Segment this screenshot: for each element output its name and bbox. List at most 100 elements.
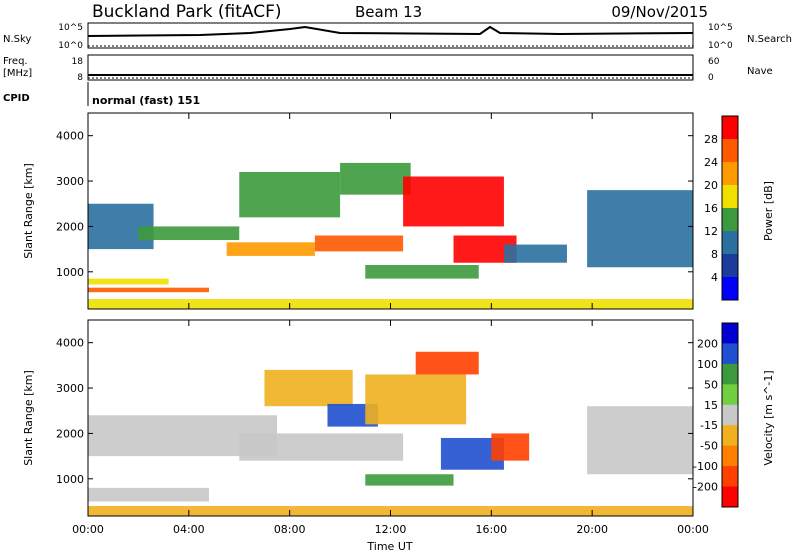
x-tick-label: 00:00 [677,523,709,536]
echo-region [365,474,454,486]
colorbar-swatch [722,486,738,508]
freq-strip: Freq. [MHz] 18 8 Nave 60 0 [3,54,773,83]
colorbar-tick-label: 100 [697,358,718,371]
power-colorbar: 28 24 20 16 12 8 4 [704,115,739,301]
echo-region [314,235,404,252]
colorbar-swatch [722,277,738,301]
colorbar-swatch [722,254,738,278]
echo-region [415,351,479,375]
colorbar-tick-label: 15 [704,399,718,412]
colorbar-tick-label: 28 [704,133,718,146]
nsky-label: N.Sky [3,34,31,45]
echo-region [403,176,504,227]
velocity-colorbar-label: Velocity [m s^-1] [762,370,775,465]
velocity-yticks: 1000 2000 3000 4000 [56,337,693,486]
nave-label: Nave [747,66,773,77]
y-tick-label: 3000 [56,382,84,395]
power-cells [88,162,693,309]
freq-label: Freq. [3,56,28,67]
echo-region [587,190,693,268]
colorbar-swatch [722,116,738,140]
echo-region [340,162,411,195]
colorbar-tick-label: 12 [704,225,718,238]
nsearch-label: N.Search [747,34,792,45]
colorbar-swatch [722,425,738,447]
colorbar-swatch [722,445,738,467]
colorbar-swatch [722,323,738,344]
x-tick-label: 12:00 [375,523,407,536]
colorbar-tick-label: 50 [704,378,718,391]
echo-region [587,406,693,475]
colorbar-tick-label: -50 [700,440,718,453]
date-label: 09/Nov/2015 [611,3,708,21]
y-tick-label: 4000 [56,130,84,143]
beam-label: Beam 13 [355,3,422,21]
y-tick-label: 1000 [56,473,84,486]
cpid-value: normal (fast) 151 [92,94,200,107]
velocity-colorbar: 200 100 50 15 -15 -50 -100 -200 [693,322,739,508]
power-yticks: 1000 2000 3000 4000 [56,130,693,279]
x-tick-label: 20:00 [576,523,608,536]
colorbar-swatch [722,384,738,406]
velocity-ylabel: Slant Range [km] [22,370,35,466]
y-tick-label: 2000 [56,427,84,440]
colorbar-swatch [722,404,738,426]
colorbar-swatch [722,162,738,186]
velocity-xticks: 00:00 04:00 08:00 12:00 16:00 20:00 00:00 [72,320,709,536]
echo-region [365,264,479,279]
power-ylabel: Slant Range [km] [22,163,35,259]
freq-tick-top: 18 [72,57,84,67]
cpid-label: CPID [3,93,30,104]
echo-region [365,374,467,425]
colorbar-swatch [722,231,738,255]
time-xlabel: Time UT [366,540,412,553]
colorbar-tick-label: 8 [711,248,718,261]
colorbar-tick-label: -200 [693,481,718,494]
colorbar-swatch [722,343,738,365]
echo-region [239,171,341,218]
echo-region [491,433,530,461]
colorbar-swatch [722,363,738,385]
x-tick-label: 08:00 [274,523,306,536]
power-panel: 1000 2000 3000 4000 Slant Range [km] [22,112,694,310]
y-tick-label: 3000 [56,175,84,188]
nsearch-tick-bottom: 10^0 [708,41,733,51]
colorbar-tick-label: 200 [697,337,718,350]
colorbar-tick-label: -100 [693,460,718,473]
echo-region [88,287,209,293]
colorbar-swatch [722,208,738,232]
x-tick-label: 00:00 [72,523,104,536]
nave-tick-bottom: 0 [708,73,714,83]
echo-region [226,242,315,256]
echo-region [239,433,404,461]
freq-unit: [MHz] [3,68,32,79]
power-colorbar-label: Power [dB] [762,181,775,241]
y-tick-label: 2000 [56,220,84,233]
echo-region [88,487,209,502]
colorbar-tick-label: 16 [704,202,718,215]
y-tick-label: 4000 [56,337,84,350]
nsky-tick-bottom: 10^0 [58,41,83,51]
colorbar-frame [721,115,739,301]
x-tick-label: 04:00 [173,523,205,536]
power-xticks [87,113,694,309]
velocity-panel: 1000 2000 3000 4000 00:00 04:00 08:00 12:00 16:… [22,319,709,553]
nsky-strip: N.Sky 10^5 10^0 N.Search 10^5 10^0 [3,22,792,51]
colorbar-swatch [722,466,738,488]
site-title: Buckland Park (fitACF) [92,2,282,22]
velocity-cells [88,351,693,516]
colorbar-swatch [722,185,738,209]
echo-region [503,244,567,263]
cpid-strip: CPID normal (fast) 151 [3,82,200,107]
colorbar-tick-label: -15 [700,419,718,432]
echo-region [88,278,169,285]
echo-region [138,226,240,241]
colorbar-frame [721,322,739,508]
freq-tick-bottom: 8 [77,73,83,83]
colorbar-tick-label: 4 [711,271,718,284]
nsky-tick-top: 10^5 [58,23,83,33]
nave-tick-top: 60 [708,57,720,67]
nsky-trace [87,25,694,37]
colorbar-swatch [722,139,738,163]
